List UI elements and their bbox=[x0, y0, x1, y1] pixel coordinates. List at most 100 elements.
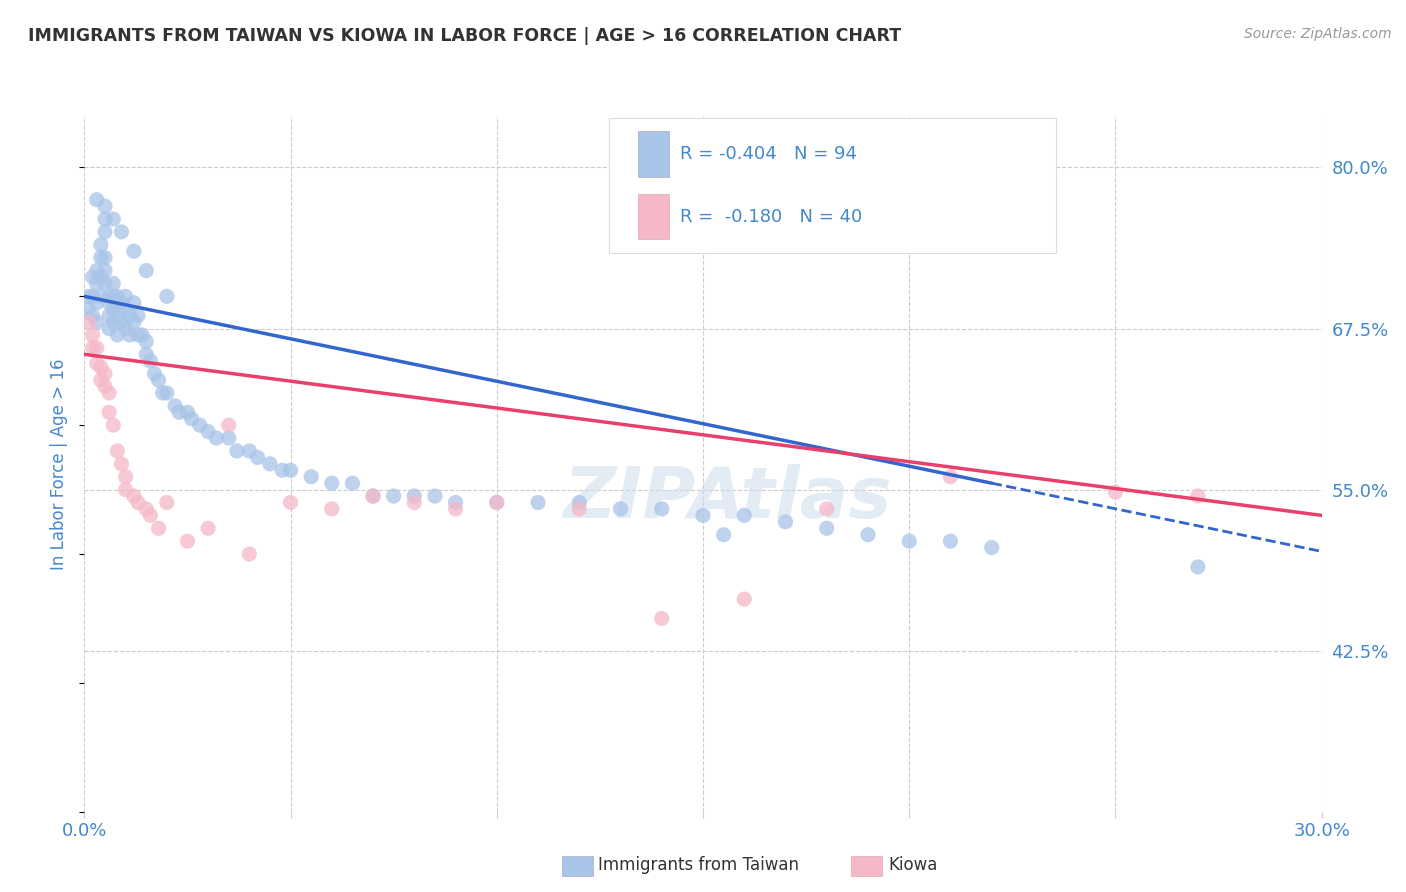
Point bbox=[86, 193, 108, 207]
Point bbox=[90, 237, 112, 252]
Point bbox=[82, 328, 104, 343]
Point bbox=[568, 502, 591, 516]
Point bbox=[127, 495, 149, 509]
Point bbox=[713, 824, 735, 838]
Point bbox=[110, 457, 132, 471]
Point bbox=[156, 386, 179, 401]
Point bbox=[713, 527, 735, 541]
Point bbox=[733, 508, 755, 523]
Point bbox=[90, 289, 112, 303]
Point bbox=[86, 263, 108, 277]
Point bbox=[114, 469, 136, 483]
Point bbox=[188, 418, 211, 433]
Point bbox=[139, 508, 162, 523]
Point bbox=[259, 457, 281, 471]
Point bbox=[609, 502, 631, 516]
Point bbox=[485, 495, 508, 509]
Point bbox=[82, 270, 104, 285]
Point bbox=[271, 463, 294, 477]
Point bbox=[218, 431, 240, 445]
Point bbox=[139, 353, 162, 368]
Point bbox=[105, 309, 128, 323]
Point bbox=[82, 341, 104, 355]
Point bbox=[167, 405, 190, 419]
Point bbox=[127, 328, 149, 343]
Point bbox=[105, 328, 128, 343]
Point bbox=[148, 521, 170, 535]
Point bbox=[77, 289, 100, 303]
Point bbox=[103, 289, 125, 303]
Point bbox=[122, 244, 145, 259]
Point bbox=[94, 379, 117, 393]
Point bbox=[94, 367, 117, 381]
Point bbox=[692, 508, 714, 523]
Point bbox=[299, 469, 322, 483]
Point bbox=[856, 527, 879, 541]
Point bbox=[898, 534, 921, 549]
Point bbox=[733, 592, 755, 607]
Point bbox=[86, 315, 108, 329]
Text: Immigrants from Taiwan: Immigrants from Taiwan bbox=[598, 856, 799, 874]
Point bbox=[226, 444, 249, 458]
Point bbox=[1104, 485, 1126, 500]
Point bbox=[404, 489, 426, 503]
Point bbox=[218, 418, 240, 433]
Point bbox=[110, 315, 132, 329]
Point bbox=[135, 263, 157, 277]
Point bbox=[90, 270, 112, 285]
Point bbox=[939, 469, 962, 483]
Point bbox=[176, 534, 198, 549]
Point bbox=[103, 212, 125, 227]
Point bbox=[94, 225, 117, 239]
Point bbox=[118, 309, 141, 323]
Point bbox=[148, 373, 170, 387]
Point bbox=[568, 495, 591, 509]
Point bbox=[105, 444, 128, 458]
Point bbox=[118, 328, 141, 343]
Point bbox=[122, 295, 145, 310]
Point bbox=[103, 315, 125, 329]
Point bbox=[135, 347, 157, 361]
Point bbox=[165, 399, 187, 413]
Point bbox=[444, 502, 467, 516]
Point bbox=[94, 277, 117, 291]
Point bbox=[238, 547, 260, 561]
Point bbox=[114, 321, 136, 335]
Point bbox=[156, 289, 179, 303]
Point bbox=[86, 277, 108, 291]
Point bbox=[110, 225, 132, 239]
Point bbox=[86, 341, 108, 355]
Point bbox=[131, 328, 153, 343]
Point bbox=[135, 502, 157, 516]
Point bbox=[98, 405, 121, 419]
Text: R = -0.404   N = 94: R = -0.404 N = 94 bbox=[681, 145, 858, 163]
Point bbox=[361, 489, 384, 503]
Point bbox=[98, 295, 121, 310]
Point bbox=[98, 289, 121, 303]
Point bbox=[77, 302, 100, 317]
Text: R =  -0.180   N = 40: R = -0.180 N = 40 bbox=[681, 208, 862, 226]
Point bbox=[98, 309, 121, 323]
Point bbox=[423, 489, 446, 503]
Point bbox=[197, 425, 219, 439]
Point bbox=[815, 502, 838, 516]
Point bbox=[122, 489, 145, 503]
Point bbox=[321, 502, 343, 516]
Point bbox=[86, 356, 108, 370]
Text: Source: ZipAtlas.com: Source: ZipAtlas.com bbox=[1244, 27, 1392, 41]
Point bbox=[110, 295, 132, 310]
Point bbox=[82, 309, 104, 323]
Point bbox=[342, 476, 364, 491]
Text: Kiowa: Kiowa bbox=[889, 856, 938, 874]
Point bbox=[980, 541, 1002, 555]
Point bbox=[775, 515, 797, 529]
Point bbox=[94, 251, 117, 265]
Point bbox=[485, 495, 508, 509]
Point bbox=[143, 367, 166, 381]
Point bbox=[114, 302, 136, 317]
Point bbox=[114, 289, 136, 303]
Point bbox=[82, 289, 104, 303]
Point bbox=[246, 450, 269, 465]
Point bbox=[280, 463, 302, 477]
Point bbox=[77, 315, 100, 329]
